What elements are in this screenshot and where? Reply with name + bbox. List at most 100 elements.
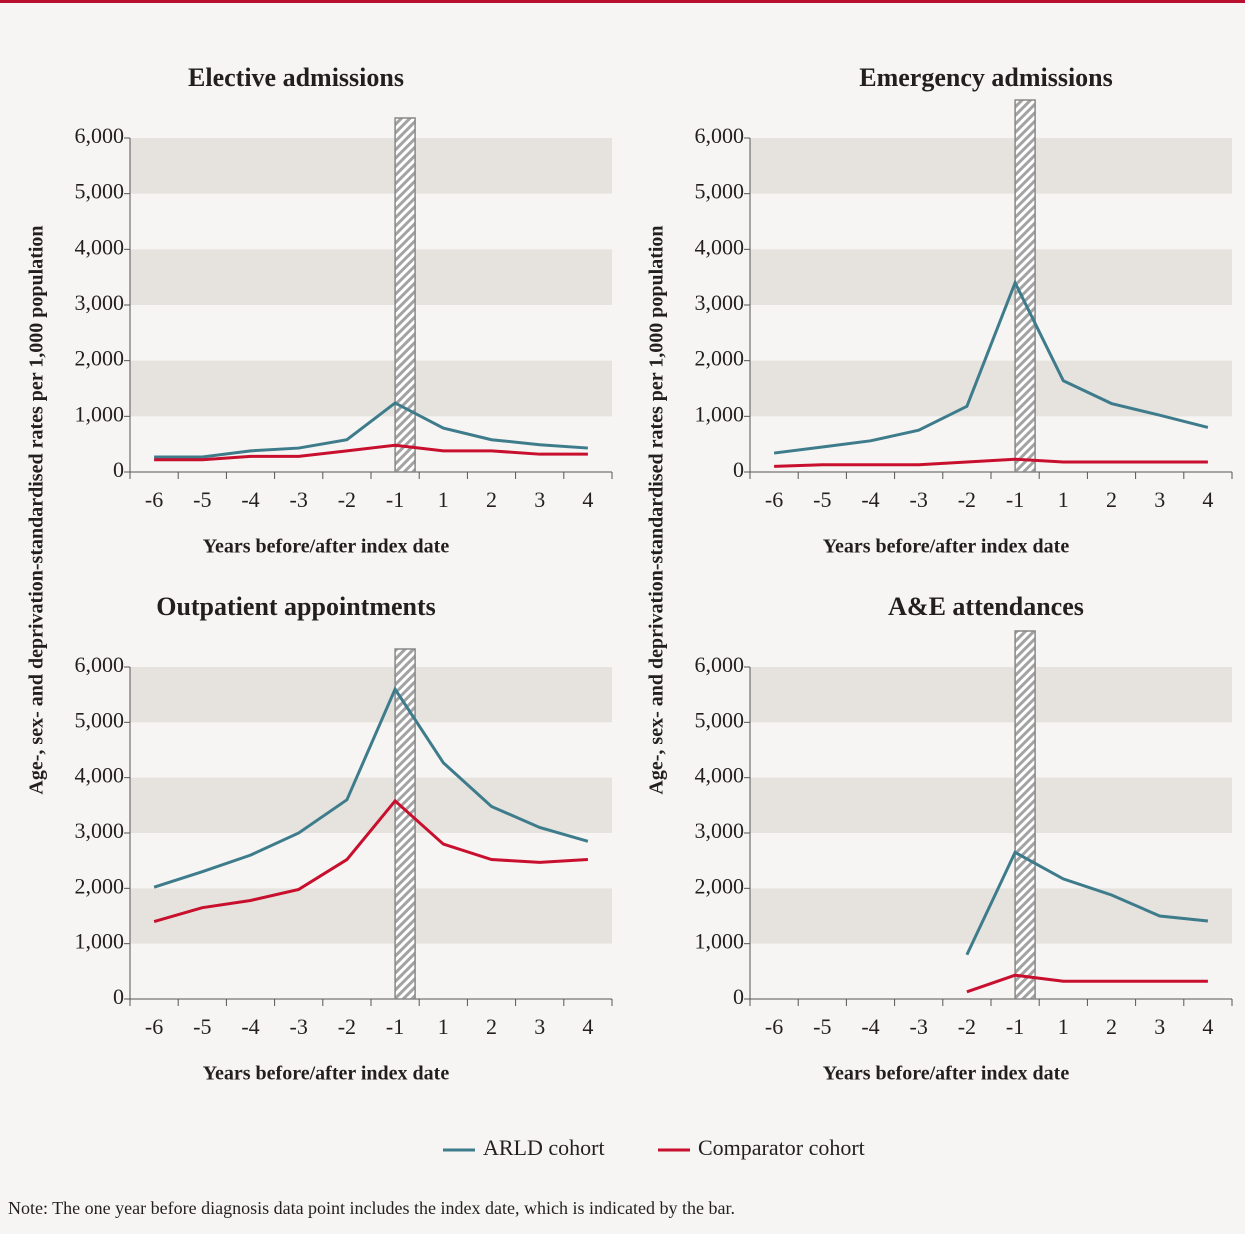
x-axis-title: Years before/after index date [203,1063,450,1085]
y-tick-label: 4,000 [75,234,125,259]
x-tick-label: 4 [582,487,593,512]
grid-band [130,667,612,723]
legend-label: Comparator cohort [698,1135,865,1160]
index-bar [394,117,416,473]
y-tick-label: 3,000 [695,290,745,315]
panel-title: Outpatient appointments [156,592,436,621]
grid-band [130,249,612,305]
grid-band [130,360,612,417]
y-tick-label: 3,000 [75,818,125,843]
x-axis-title: Years before/after index date [823,1063,1070,1085]
y-tick-label: 5,000 [75,707,125,732]
x-tick-label: 1 [438,1014,449,1039]
x-tick-label: -6 [765,487,783,512]
series-line [966,973,1208,994]
x-tick-label: -5 [813,487,831,512]
y-tick-label: 6,000 [75,123,125,148]
y-tick-label: 1,000 [75,401,125,426]
top-rule [0,0,1245,3]
y-tick-label: 1,000 [75,929,125,954]
y-tick-label: 0 [733,457,744,482]
grid-band [750,360,1232,417]
x-tick-label: 2 [486,487,497,512]
series-line [154,443,588,462]
y-tick-label: 5,000 [695,179,745,204]
panel-title: A&E attendances [888,592,1084,621]
y-tick-label: 0 [733,984,744,1009]
x-tick-label: 3 [534,1014,545,1039]
grid-band [130,138,612,194]
x-tick-label: 4 [1202,487,1213,512]
x-tick-label: 3 [534,487,545,512]
x-tick-label: -3 [290,1014,308,1039]
series-line [965,850,1209,956]
y-tick-label: 2,000 [75,873,125,898]
x-tick-label: -6 [765,1014,783,1039]
grid-band [750,667,1232,723]
y-tick-label: 0 [113,457,124,482]
x-tick-label: -1 [1006,1014,1024,1039]
y-tick-label: 4,000 [695,763,745,788]
x-tick-label: 4 [1202,1014,1213,1039]
note: Note: The one year before diagnosis data… [8,1198,735,1218]
y-tick-label: 1,000 [695,401,745,426]
x-tick-label: -4 [861,487,879,512]
series-line [153,685,589,889]
y-axis-title: Age-, sex- and deprivation-standardised … [26,225,48,794]
x-tick-label: 1 [1058,1014,1069,1039]
grid-band [750,888,1232,944]
y-tick-label: 6,000 [695,123,745,148]
index-bar [1014,630,1036,1000]
x-tick-label: -4 [241,1014,259,1039]
y-tick-label: 3,000 [75,290,125,315]
x-tick-label: -2 [338,1014,356,1039]
y-tick-label: 5,000 [695,707,745,732]
grid-band [130,888,612,944]
x-tick-label: -6 [145,487,163,512]
x-tick-label: -5 [813,1014,831,1039]
x-tick-label: -2 [958,1014,976,1039]
x-axis-title: Years before/after index date [823,536,1070,558]
y-tick-label: 3,000 [695,818,745,843]
y-tick-label: 4,000 [695,234,745,259]
x-tick-label: 4 [582,1014,593,1039]
y-tick-label: 2,000 [75,346,125,371]
x-tick-label: -4 [241,487,259,512]
series-line [773,279,1209,455]
x-tick-label: -3 [910,1014,928,1039]
x-tick-label: 3 [1154,487,1165,512]
grid-band [750,249,1232,305]
y-axis-title: Age-, sex- and deprivation-standardised … [646,225,668,794]
y-tick-label: 0 [113,984,124,1009]
index-bar [394,648,416,1000]
y-tick-label: 2,000 [695,873,745,898]
x-tick-label: 1 [1058,487,1069,512]
x-tick-label: 2 [486,1014,497,1039]
legend-label: ARLD cohort [483,1135,605,1160]
x-tick-label: 1 [438,487,449,512]
y-tick-label: 6,000 [695,652,745,677]
x-tick-label: 2 [1106,487,1117,512]
x-tick-label: -1 [386,487,404,512]
x-tick-label: -2 [958,487,976,512]
panel-title: Emergency admissions [859,63,1113,92]
grid-band [750,777,1232,833]
grid-band [750,138,1232,194]
y-tick-label: 6,000 [75,652,125,677]
x-tick-label: -3 [290,487,308,512]
y-tick-label: 5,000 [75,179,125,204]
x-tick-label: -1 [386,1014,404,1039]
y-tick-label: 4,000 [75,763,125,788]
series-line [154,401,589,459]
x-tick-label: -5 [193,1014,211,1039]
y-tick-label: 2,000 [695,346,745,371]
x-tick-label: 3 [1154,1014,1165,1039]
x-tick-label: -4 [861,1014,879,1039]
x-tick-label: -6 [145,1014,163,1039]
grid-band [130,777,612,833]
y-tick-label: 1,000 [695,929,745,954]
x-tick-label: 2 [1106,1014,1117,1039]
x-tick-label: -5 [193,487,211,512]
series-line [153,798,588,923]
